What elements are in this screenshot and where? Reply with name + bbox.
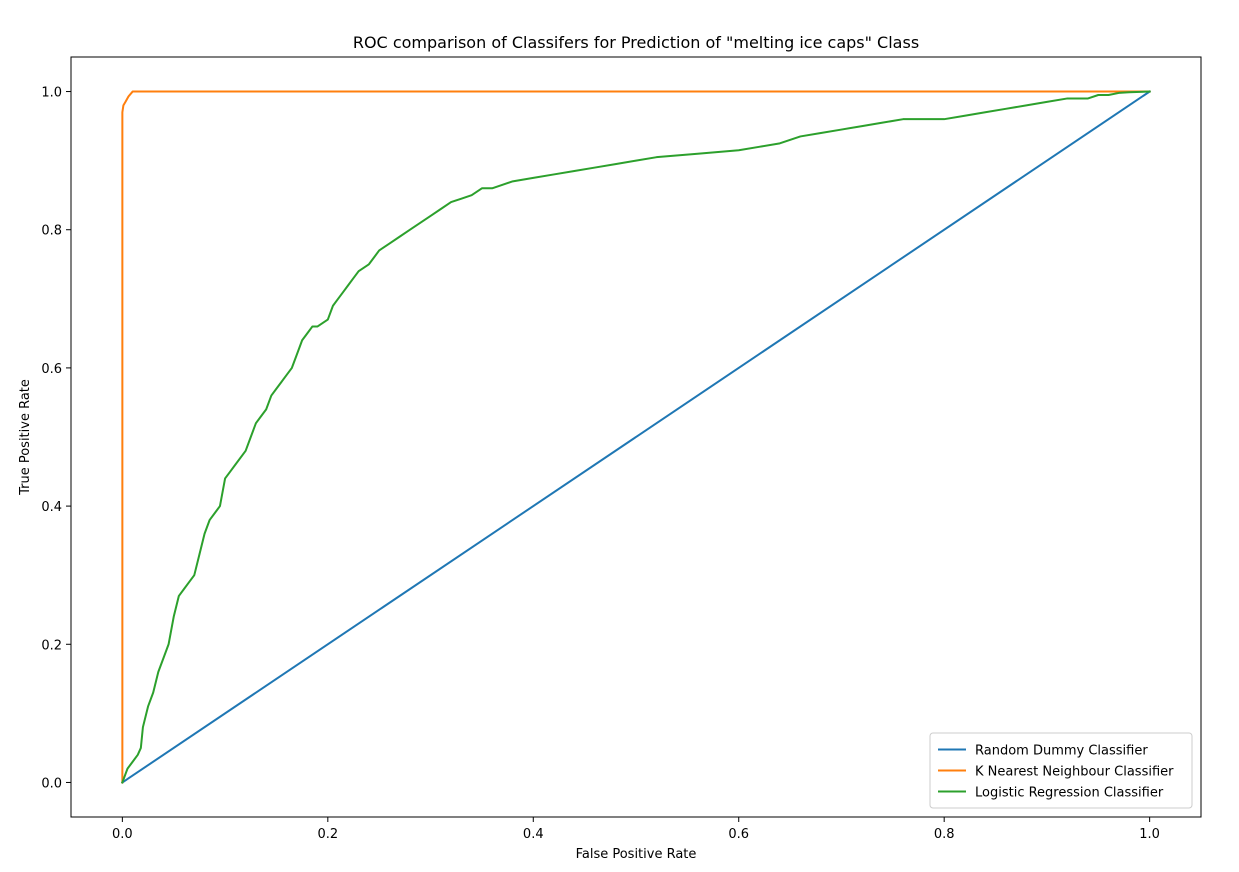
x-axis-label: False Positive Rate [576,847,697,862]
legend: Random Dummy Classifier K Nearest Neighbo… [929,732,1193,809]
chart-title: ROC comparison of Classifers for Predict… [353,33,919,52]
x-axis-ticks: 0.0 0.2 0.4 0.6 0.8 1.0 [112,817,1160,842]
plot-area-frame [70,56,1202,818]
series-line-2 [121,90,1151,784]
y-tick-label: 0.0 [41,776,62,791]
y-axis-label: True Positive Rate [18,379,33,496]
x-tick-label: 1.0 [1139,827,1160,842]
y-tick-label: 0.2 [41,638,62,653]
legend-box [929,732,1193,809]
legend-label: Random Dummy Classifier [975,744,1148,759]
plot-lines [120,90,1152,784]
y-axis-ticks: 0.0 0.2 0.4 0.6 0.8 1.0 [41,86,71,791]
series-line-0 [120,90,1152,784]
legend-label: K Nearest Neighbour Classifier [975,765,1174,780]
x-tick-label: 0.4 [523,827,544,842]
y-tick-label: 0.4 [41,500,62,515]
legend-label: Logistic Regression Classifier [975,786,1164,801]
y-tick-label: 1.0 [41,86,62,101]
x-tick-label: 0.8 [934,827,955,842]
x-tick-label: 0.6 [728,827,749,842]
x-tick-label: 0.2 [317,827,338,842]
x-tick-label: 0.0 [112,827,133,842]
y-tick-label: 0.8 [41,224,62,239]
y-tick-label: 0.6 [41,362,62,377]
